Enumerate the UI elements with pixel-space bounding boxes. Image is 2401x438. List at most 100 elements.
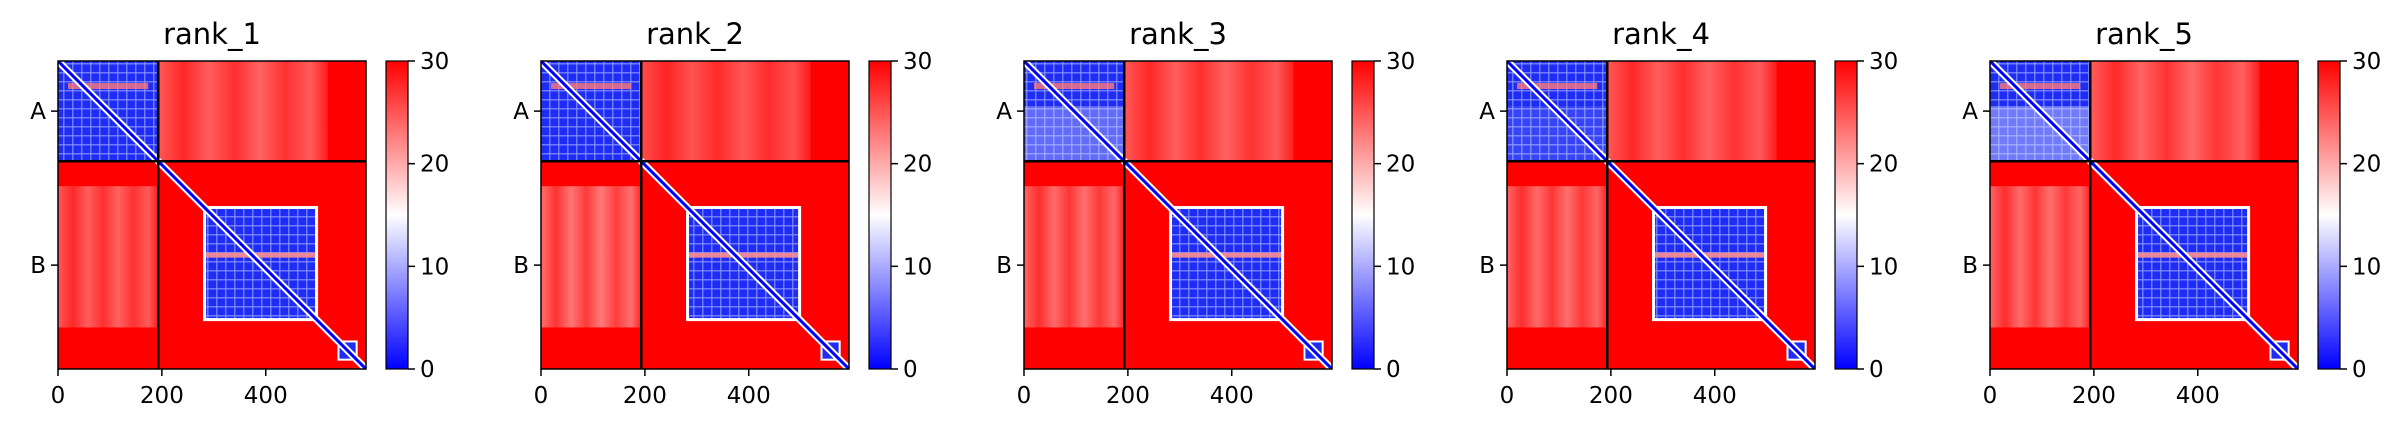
- colorbar: [1352, 61, 1374, 369]
- y-tick-label: A: [1962, 99, 1978, 125]
- heatmap-panel-1: rank_1 0 200 400 A B 0 10 20 30: [30, 17, 449, 409]
- colorbar-tick-label: 10: [1869, 254, 1898, 280]
- chart-title: rank_5: [2095, 17, 2193, 51]
- axes-frame: [57, 60, 367, 370]
- colorbar-tick-label: 20: [903, 152, 932, 178]
- x-tick-label: 200: [1589, 383, 1633, 409]
- colorbar: [2318, 61, 2340, 369]
- a-b-offdiagonal: [1124, 61, 1294, 162]
- colorbar-tick-label: 30: [903, 49, 932, 75]
- colorbar-frame: [1351, 60, 1375, 370]
- diagonal-line: [1990, 61, 2298, 369]
- chain-b-band: [1655, 252, 1765, 258]
- b-a-offdiagonal: [541, 186, 642, 328]
- y-tick-label: B: [1479, 253, 1495, 279]
- chain-a-band: [551, 83, 632, 90]
- colorbar-tick-label: 30: [1386, 49, 1415, 75]
- heatmap-image: [1507, 61, 1815, 369]
- x-tick-label: 0: [534, 383, 549, 409]
- colorbar-tick-label: 20: [1386, 152, 1415, 178]
- b-a-offdiagonal: [1990, 186, 2091, 328]
- x-tick-label: 200: [2072, 383, 2116, 409]
- x-tick-label: 400: [727, 383, 771, 409]
- heatmap-panel-4: rank_4 0 200 400 A B 0 10 20 30: [1479, 17, 1898, 409]
- colorbar-tick-label: 20: [420, 152, 449, 178]
- y-tick-label: A: [513, 99, 529, 125]
- colorbar-tick-label: 30: [420, 49, 449, 75]
- x-tick-label: 400: [1210, 383, 1254, 409]
- colorbar-tick-label: 0: [903, 357, 918, 383]
- a-b-offdiagonal: [158, 61, 328, 162]
- x-tick-label: 400: [1693, 383, 1737, 409]
- diagonal-line: [1507, 61, 1815, 369]
- x-tick-label: 0: [1500, 383, 1515, 409]
- x-tick-label: 0: [1017, 383, 1032, 409]
- chain-a-band: [1034, 83, 1115, 90]
- chart-title: rank_4: [1612, 17, 1710, 51]
- diagonal-line: [1024, 61, 1332, 369]
- b-a-offdiagonal: [1024, 186, 1125, 328]
- y-tick-label: A: [1479, 99, 1495, 125]
- chain-b-band: [1172, 252, 1282, 258]
- heatmap-image: [1990, 61, 2298, 369]
- heatmap-image: [1024, 61, 1332, 369]
- heatmap-panel-3: rank_3 0 200 400 A B 0 10 20 30: [996, 17, 1415, 409]
- heatmap-panel-2: rank_2 0 200 400 A B 0 10 20 30: [513, 17, 932, 409]
- axes-frame: [1506, 60, 1816, 370]
- heatmap-image: [58, 61, 366, 369]
- axes-frame: [540, 60, 850, 370]
- colorbar-tick-label: 0: [2352, 357, 2367, 383]
- a-b-offdiagonal: [1607, 61, 1777, 162]
- colorbar: [1835, 61, 1857, 369]
- y-tick-label: A: [30, 99, 46, 125]
- b-a-offdiagonal: [58, 186, 159, 328]
- colorbar-frame: [2317, 60, 2341, 370]
- colorbar-frame: [1834, 60, 1858, 370]
- x-tick-label: 0: [1983, 383, 1998, 409]
- axes-frame: [1023, 60, 1333, 370]
- chart-title: rank_1: [163, 17, 261, 51]
- x-tick-label: 200: [623, 383, 667, 409]
- y-tick-label: B: [513, 253, 529, 279]
- colorbar-frame: [385, 60, 409, 370]
- chart-title: rank_2: [646, 17, 744, 51]
- heatmap-image: [541, 61, 849, 369]
- colorbar-tick-label: 0: [1386, 357, 1401, 383]
- colorbar-tick-label: 20: [2352, 152, 2381, 178]
- colorbar: [386, 61, 408, 369]
- colorbar-frame: [868, 60, 892, 370]
- chain-b-band: [2138, 252, 2248, 258]
- colorbar: [869, 61, 891, 369]
- chain-a-band: [2000, 83, 2081, 90]
- y-tick-label: B: [1962, 253, 1978, 279]
- x-tick-label: 400: [244, 383, 288, 409]
- chain-a-band: [68, 83, 149, 90]
- x-tick-label: 200: [1106, 383, 1150, 409]
- axes-frame: [1989, 60, 2299, 370]
- y-tick-label: A: [996, 99, 1012, 125]
- colorbar-tick-label: 30: [1869, 49, 1898, 75]
- diagonal-line: [58, 61, 366, 369]
- x-tick-label: 200: [140, 383, 184, 409]
- colorbar-tick-label: 30: [2352, 49, 2381, 75]
- y-tick-label: B: [996, 253, 1012, 279]
- a-b-offdiagonal: [2090, 61, 2260, 162]
- colorbar-tick-label: 0: [420, 357, 435, 383]
- chain-b-band: [206, 252, 316, 258]
- y-tick-label: B: [30, 253, 46, 279]
- colorbar-tick-label: 10: [903, 254, 932, 280]
- x-tick-label: 400: [2176, 383, 2220, 409]
- colorbar-tick-label: 0: [1869, 357, 1884, 383]
- b-a-offdiagonal: [1507, 186, 1608, 328]
- a-b-offdiagonal: [641, 61, 811, 162]
- colorbar-tick-label: 10: [1386, 254, 1415, 280]
- colorbar-tick-label: 10: [2352, 254, 2381, 280]
- chart-title: rank_3: [1129, 17, 1227, 51]
- chain-a-band: [1517, 83, 1598, 90]
- chain-b-band: [689, 252, 799, 258]
- heatmap-panel-5: rank_5 0 200 400 A B 0 10 20 30: [1962, 17, 2381, 409]
- x-tick-label: 0: [51, 383, 66, 409]
- colorbar-tick-label: 20: [1869, 152, 1898, 178]
- diagonal-line: [541, 61, 849, 369]
